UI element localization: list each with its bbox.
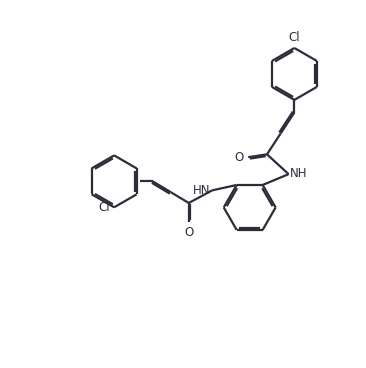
Text: Cl: Cl <box>98 201 110 214</box>
Text: Cl: Cl <box>288 31 300 44</box>
Text: O: O <box>184 226 193 239</box>
Text: NH: NH <box>290 167 307 180</box>
Text: HN: HN <box>193 184 211 197</box>
Text: O: O <box>235 151 244 164</box>
